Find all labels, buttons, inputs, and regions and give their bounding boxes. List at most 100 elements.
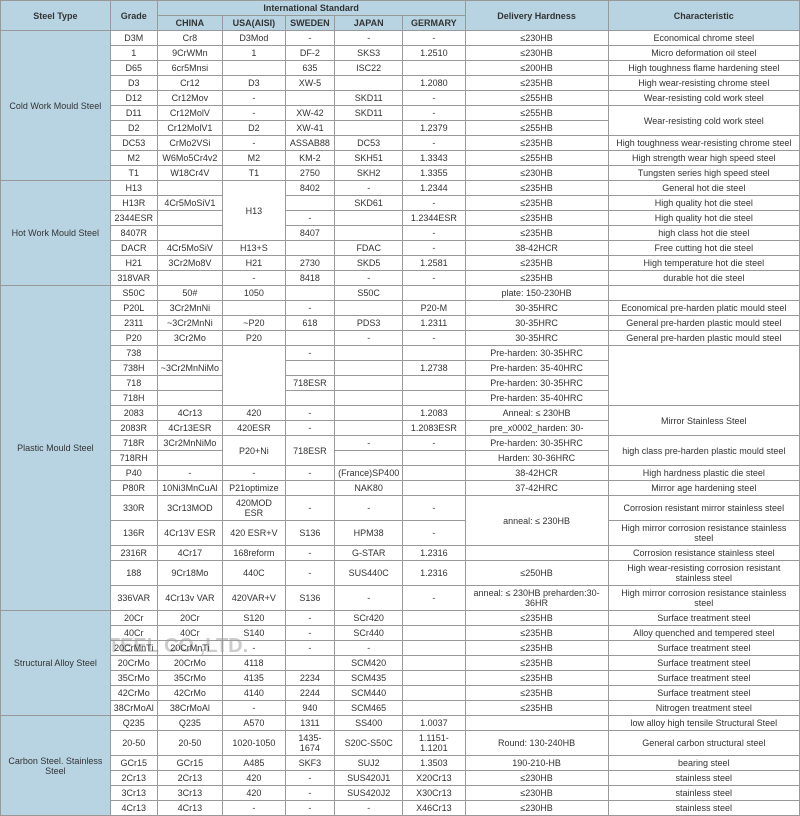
cell: 2083 [110, 406, 157, 421]
cell: - [223, 91, 286, 106]
cell: 3Cr2MnNiMo [157, 436, 222, 451]
cell: 2234 [285, 671, 334, 686]
cell [157, 271, 222, 286]
cell [608, 346, 799, 406]
cell: - [223, 271, 286, 286]
cell: ≤235HB [465, 76, 608, 91]
cell: 20-50 [110, 731, 157, 756]
cell: - [223, 701, 286, 716]
cell: A570 [223, 716, 286, 731]
cell [223, 346, 286, 406]
cell: 4Cr13ESR [157, 421, 222, 436]
cell: X20Cr13 [403, 771, 465, 786]
cell [335, 121, 403, 136]
cell: H13 [110, 181, 157, 196]
cell: GCr15 [157, 756, 222, 771]
cell [285, 91, 334, 106]
cell: 1.2311 [403, 316, 465, 331]
cell: H13R [110, 196, 157, 211]
type-carbon: Carbon Steel. Stainless Steel [1, 716, 111, 816]
cell: Mirror Stainless Steel [608, 406, 799, 436]
cell: DF-2 [285, 46, 334, 61]
cell: XW-41 [285, 121, 334, 136]
cell: Corrosion resistant mirror stainless ste… [608, 496, 799, 521]
cell: ≤235HB [465, 256, 608, 271]
cell: 20Cr [110, 611, 157, 626]
cell: - [403, 241, 465, 256]
cell: 1.2344ESR [403, 211, 465, 226]
cell: H13+S [223, 241, 286, 256]
cell: 37-42HRC [465, 481, 608, 496]
cell [157, 451, 222, 466]
cell: High mirror corrosion resistance stainle… [608, 521, 799, 546]
cell: - [335, 641, 403, 656]
cell: High quality hot die steel [608, 211, 799, 226]
cell: ≤230HB [465, 801, 608, 816]
cell [403, 611, 465, 626]
cell: 136R [110, 521, 157, 546]
cell [403, 671, 465, 686]
cell: A485 [223, 756, 286, 771]
cell [335, 361, 403, 376]
cell: ≤250HB [465, 561, 608, 586]
cell: 1.2510 [403, 46, 465, 61]
cell: 30-35HRC [465, 316, 608, 331]
cell: ≤255HB [465, 151, 608, 166]
cell: 3Cr13 [110, 786, 157, 801]
type-struct: Structural Alloy Steel [1, 611, 111, 716]
cell: ≤230HB [465, 46, 608, 61]
cell: 38-42HCR [465, 466, 608, 481]
cell: stainless steel [608, 786, 799, 801]
cell: anneal: ≤ 230HB preharden:30-36HR [465, 586, 608, 611]
cell: 1.2379 [403, 121, 465, 136]
cell: D3 [110, 76, 157, 91]
cell: 330R [110, 496, 157, 521]
cell: 40Cr [110, 626, 157, 641]
cell: 20Cr [157, 611, 222, 626]
cell: Surface treatment steel [608, 671, 799, 686]
cell: 2750 [285, 166, 334, 181]
cell: SUS420J1 [335, 771, 403, 786]
cell: - [223, 466, 286, 481]
cell: SUS440C [335, 561, 403, 586]
th-delivery: Delivery Hardness [465, 1, 608, 31]
cell: 1.2738 [403, 361, 465, 376]
cell: bearing steel [608, 756, 799, 771]
cell: High mirror corrosion resistance stainle… [608, 586, 799, 611]
cell: - [403, 196, 465, 211]
cell [403, 641, 465, 656]
cell: - [285, 611, 334, 626]
cell: 2083R [110, 421, 157, 436]
cell: Surface treatment steel [608, 641, 799, 656]
cell: 10Ni3MnCuAl [157, 481, 222, 496]
th-germany: GERMARY [403, 16, 465, 31]
cell [157, 226, 222, 241]
cell: DC53 [335, 136, 403, 151]
cell [335, 376, 403, 391]
cell: ~3Cr2MnNi [157, 316, 222, 331]
cell: 718H [110, 391, 157, 406]
cell: ≤255HB [465, 91, 608, 106]
cell: W6Mo5Cr4v2 [157, 151, 222, 166]
cell [335, 391, 403, 406]
cell: 38-42HCR [465, 241, 608, 256]
cell: 1.1151-1.1201 [403, 731, 465, 756]
cell: Harden: 30-36HRC [465, 451, 608, 466]
cell [403, 626, 465, 641]
cell: ≤230HB [465, 786, 608, 801]
cell [157, 346, 222, 361]
cell: SKD5 [335, 256, 403, 271]
th-steel-type: Steel Type [1, 1, 111, 31]
cell: ISC22 [335, 61, 403, 76]
cell [403, 481, 465, 496]
cell: 4135 [223, 671, 286, 686]
cell: 4Cr5MoSiV1 [157, 196, 222, 211]
cell: D2 [110, 121, 157, 136]
cell: Pre-harden: 30-35HRC [465, 436, 608, 451]
cell: SKS3 [335, 46, 403, 61]
cell: SKD11 [335, 106, 403, 121]
cell: Alloy quenched and tempered steel [608, 626, 799, 641]
cell: 635 [285, 61, 334, 76]
cell: Economical chrome steel [608, 31, 799, 46]
cell: Wear-resisting cold work steel [608, 106, 799, 136]
